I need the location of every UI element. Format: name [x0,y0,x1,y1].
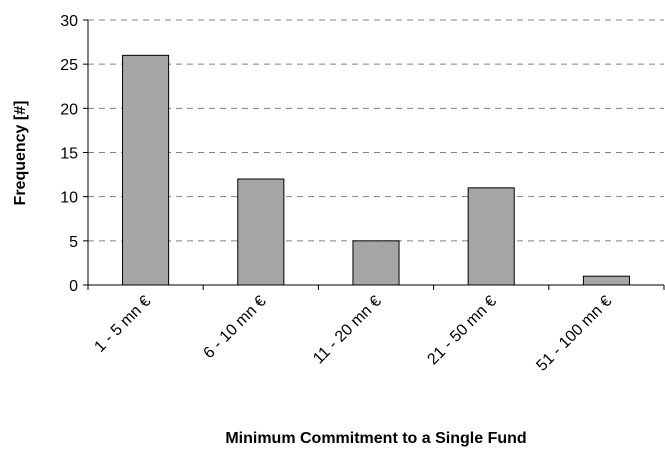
axes [83,19,665,290]
x-axis-title: Minimum Commitment to a Single Fund [225,430,526,447]
x-tick-label: 11 - 20 mn € [310,293,385,368]
x-tick-label: 21 - 50 mn € [424,293,500,369]
y-tick-label: 30 [60,13,78,30]
bar-5 [582,275,630,286]
bar-3 [352,240,400,286]
y-axis-title: Frequency [#] [12,101,29,206]
bar-4 [467,187,515,286]
y-tick-label: 25 [60,57,78,74]
y-tick-label: 5 [69,234,78,251]
bar-2 [237,178,285,286]
y-tick-label: 15 [60,146,78,163]
y-tick-label: 20 [60,101,78,118]
grid-lines [88,19,664,242]
x-tick-label: 51 - 100 mn € [533,293,615,375]
bar-1 [122,54,170,286]
x-tick-label: 1 - 5 mn € [91,293,154,356]
x-tick-labels: 1 - 5 mn € 6 - 10 mn € 11 - 20 mn € 21 - 50… [91,293,615,375]
x-tick-label: 6 - 10 mn € [200,293,269,362]
y-tick-labels: 0 5 10 15 20 25 30 [60,13,78,295]
y-tick-label: 0 [69,278,78,295]
bars [122,54,630,286]
y-tick-label: 10 [60,190,78,207]
